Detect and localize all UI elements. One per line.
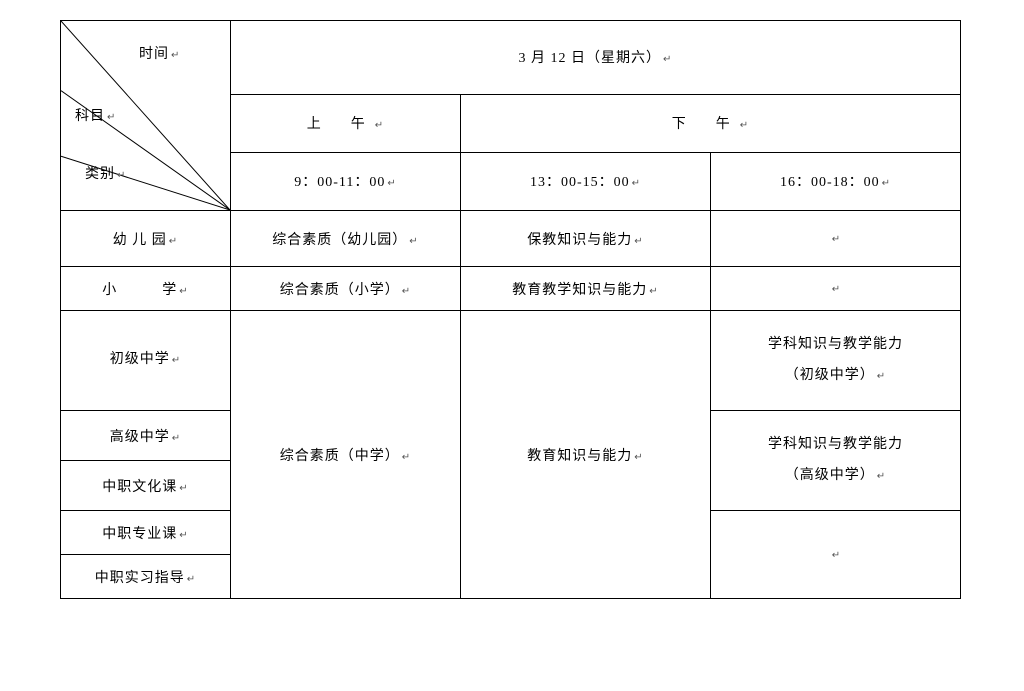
header-label-category: 类别↵ <box>85 163 126 183</box>
header-diagonal-cell: 时间↵ 科目↵ 类别↵ <box>61 21 231 211</box>
cell-merged-c1: 综合素质（中学）↵ <box>231 311 461 599</box>
cat-senior: 高级中学↵ <box>61 411 231 461</box>
cat-primary: 小 学↵ <box>61 267 231 311</box>
session-morning: 上 午↵ <box>231 94 461 152</box>
cell-merged-c2: 教育知识与能力↵ <box>461 311 711 599</box>
cell-primary-c3: ↵ <box>711 267 961 311</box>
header-label-time: 时间↵ <box>139 43 180 63</box>
schedule-table: 时间↵ 科目↵ 类别↵ 3 月 12 日（星期六）↵ 上 午↵ 下 午↵ 9：0… <box>60 20 961 599</box>
cell-voc-c3: ↵ <box>711 511 961 599</box>
cat-voc-intern: 中职实习指导↵ <box>61 555 231 599</box>
cat-junior: 初级中学↵ <box>61 311 231 411</box>
time-slot-2: 13：00-15：00↵ <box>461 152 711 210</box>
time-slot-1: 9：00-11：00↵ <box>231 152 461 210</box>
cell-senior-c3: 学科知识与教学能力（高级中学）↵ <box>711 411 961 511</box>
cell-kinder-c1: 综合素质（幼儿园）↵ <box>231 211 461 267</box>
time-slot-3: 16：00-18：00↵ <box>711 152 961 210</box>
cell-kinder-c3: ↵ <box>711 211 961 267</box>
header-label-subject: 科目↵ <box>75 105 116 125</box>
cat-voc-culture: 中职文化课↵ <box>61 461 231 511</box>
cell-kinder-c2: 保教知识与能力↵ <box>461 211 711 267</box>
cat-kindergarten: 幼 儿 园↵ <box>61 211 231 267</box>
cell-primary-c1: 综合素质（小学）↵ <box>231 267 461 311</box>
cell-junior-c3: 学科知识与教学能力（初级中学）↵ <box>711 311 961 411</box>
session-afternoon: 下 午↵ <box>461 94 961 152</box>
cell-primary-c2: 教育教学知识与能力↵ <box>461 267 711 311</box>
date-header: 3 月 12 日（星期六）↵ <box>231 21 961 95</box>
cat-voc-prof: 中职专业课↵ <box>61 511 231 555</box>
